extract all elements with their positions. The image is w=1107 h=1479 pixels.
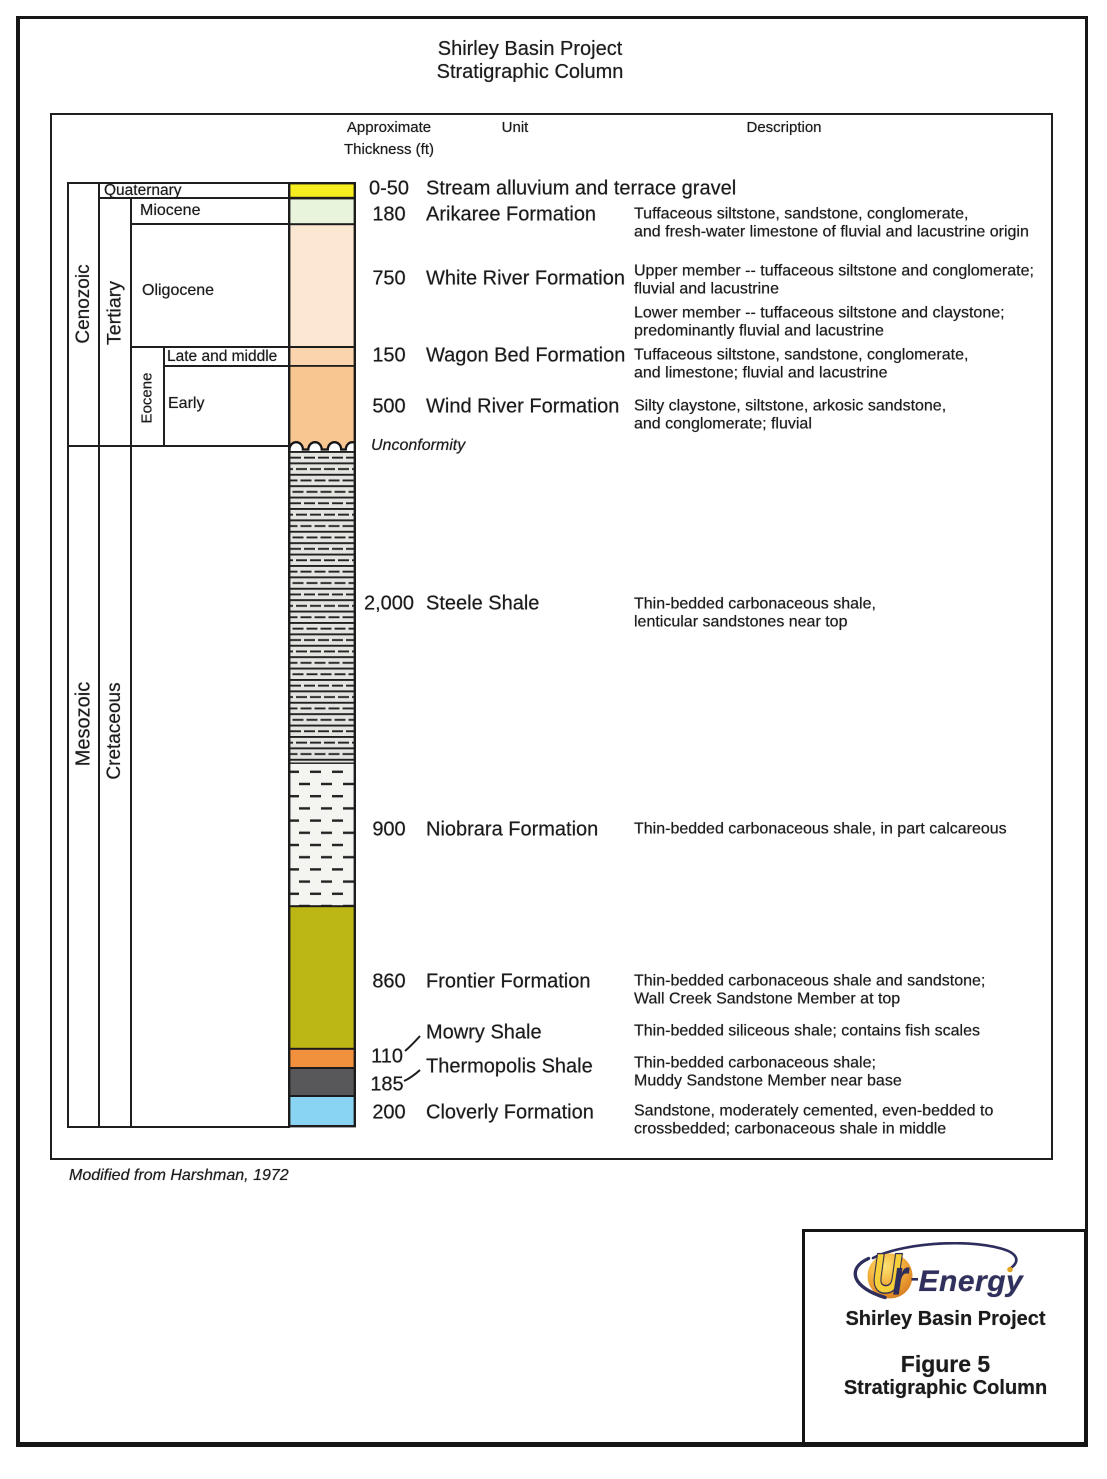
svg-text:Energy: Energy bbox=[919, 1265, 1025, 1298]
svg-text:U: U bbox=[872, 1244, 902, 1305]
svg-text:r: r bbox=[893, 1249, 910, 1305]
